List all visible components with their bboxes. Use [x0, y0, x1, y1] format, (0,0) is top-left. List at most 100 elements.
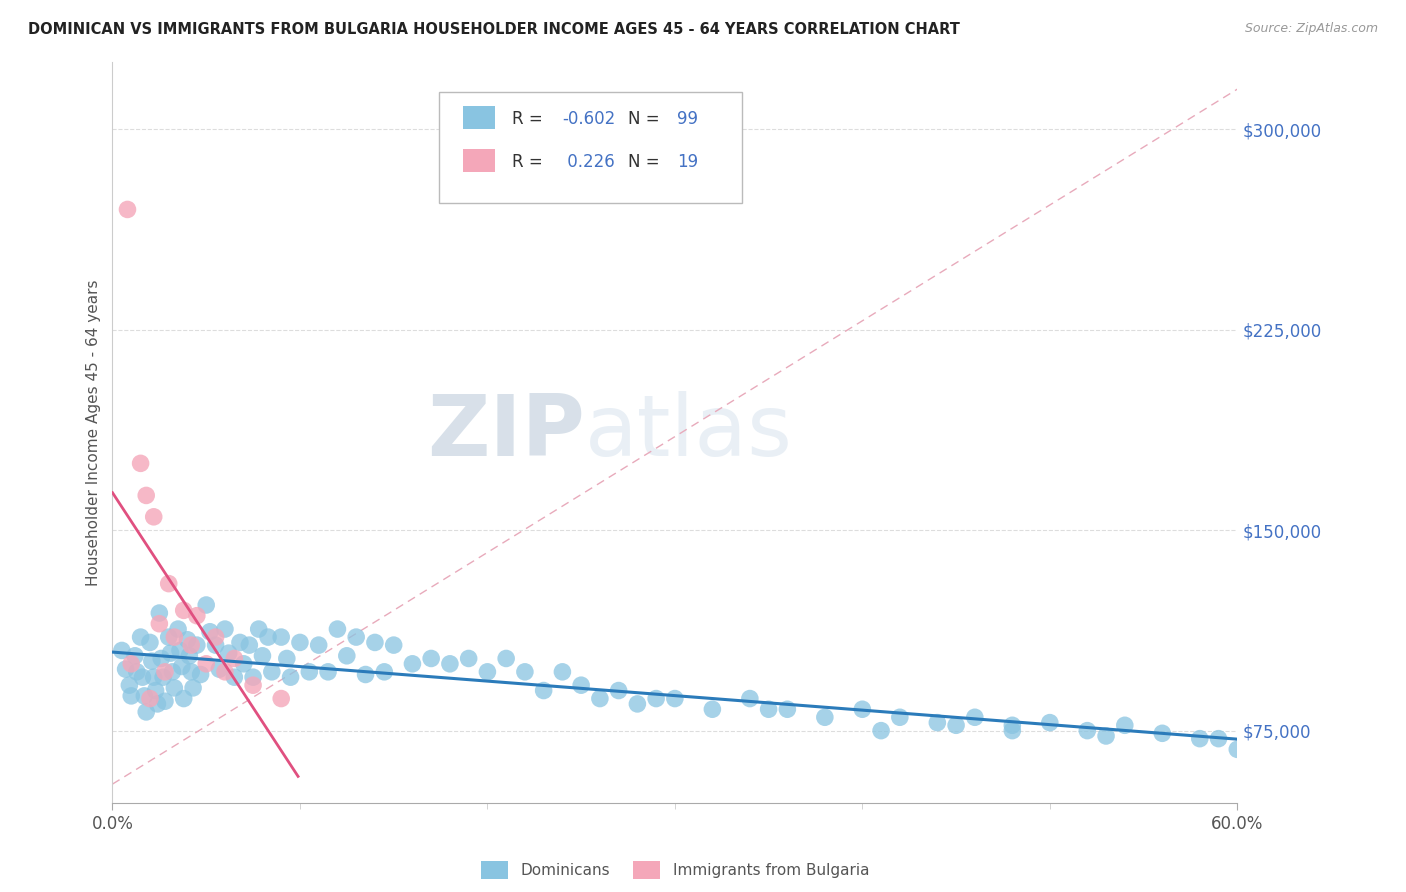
Point — [139, 691, 162, 706]
Point — [157, 630, 180, 644]
Point — [551, 665, 574, 679]
Point — [208, 662, 231, 676]
Point — [354, 667, 377, 681]
Point — [176, 632, 198, 647]
Point — [157, 576, 180, 591]
Point — [814, 710, 837, 724]
Point — [129, 456, 152, 470]
Point — [186, 638, 208, 652]
Point — [179, 648, 201, 663]
Point — [1001, 718, 1024, 732]
Point — [145, 683, 167, 698]
Point — [1114, 718, 1136, 732]
Point — [1188, 731, 1211, 746]
Point — [1208, 731, 1230, 746]
Point — [373, 665, 395, 679]
Bar — [464, 149, 495, 172]
Point — [889, 710, 911, 724]
Point — [229, 635, 252, 649]
Point — [927, 715, 949, 730]
Text: atlas: atlas — [585, 391, 793, 475]
Point — [1076, 723, 1098, 738]
Point — [945, 718, 967, 732]
Point — [298, 665, 321, 679]
Point — [569, 678, 592, 692]
Point — [142, 509, 165, 524]
Bar — [464, 106, 495, 129]
Point — [159, 646, 181, 660]
Point — [607, 683, 630, 698]
Point — [204, 630, 226, 644]
Text: R =: R = — [512, 111, 548, 128]
Point — [224, 651, 246, 665]
Point — [224, 670, 246, 684]
Point — [173, 691, 195, 706]
Point — [316, 665, 339, 679]
Point — [162, 665, 184, 679]
Text: R =: R = — [512, 153, 548, 171]
Point — [167, 622, 190, 636]
Point — [186, 608, 208, 623]
Point — [1152, 726, 1174, 740]
Point — [276, 651, 298, 665]
Point — [738, 691, 761, 706]
Point — [118, 678, 141, 692]
Point — [252, 648, 274, 663]
Point — [180, 638, 202, 652]
Text: -0.602: -0.602 — [562, 111, 616, 128]
Point — [232, 657, 254, 671]
Point — [247, 622, 270, 636]
Point — [198, 624, 221, 639]
Point — [1244, 742, 1267, 756]
Point — [336, 648, 359, 663]
Point — [150, 651, 173, 665]
Point — [420, 651, 443, 665]
Point — [1095, 729, 1118, 743]
Point — [131, 670, 153, 684]
Point — [111, 643, 134, 657]
Point — [173, 603, 195, 617]
Point — [163, 630, 186, 644]
Point — [626, 697, 648, 711]
Point — [308, 638, 330, 652]
Point — [169, 643, 191, 657]
Point — [153, 665, 176, 679]
Text: N =: N = — [627, 111, 665, 128]
Point — [153, 694, 176, 708]
Point — [645, 691, 668, 706]
Point — [260, 665, 283, 679]
Point — [142, 670, 165, 684]
Point — [117, 202, 139, 217]
Point — [141, 654, 163, 668]
Point — [477, 665, 499, 679]
Text: 0.226: 0.226 — [562, 153, 616, 171]
Point — [218, 646, 240, 660]
Point — [204, 638, 226, 652]
Point — [382, 638, 405, 652]
Point — [664, 691, 686, 706]
Point — [190, 667, 212, 681]
Point — [120, 657, 142, 671]
Point — [702, 702, 724, 716]
Text: 19: 19 — [678, 153, 699, 171]
Point — [148, 606, 170, 620]
Point — [148, 616, 170, 631]
Point — [1226, 742, 1249, 756]
Point — [139, 635, 162, 649]
Point — [124, 648, 146, 663]
Point — [125, 665, 148, 679]
Point — [195, 657, 218, 671]
Point — [214, 622, 236, 636]
Point — [146, 697, 169, 711]
Point — [457, 651, 479, 665]
Point — [114, 662, 136, 676]
Point — [533, 683, 555, 698]
Point — [1039, 715, 1062, 730]
Text: 99: 99 — [678, 111, 699, 128]
Text: Source: ZipAtlas.com: Source: ZipAtlas.com — [1244, 22, 1378, 36]
Point — [120, 689, 142, 703]
Point — [401, 657, 423, 671]
Point — [214, 665, 236, 679]
Point — [870, 723, 893, 738]
Point — [170, 659, 193, 673]
